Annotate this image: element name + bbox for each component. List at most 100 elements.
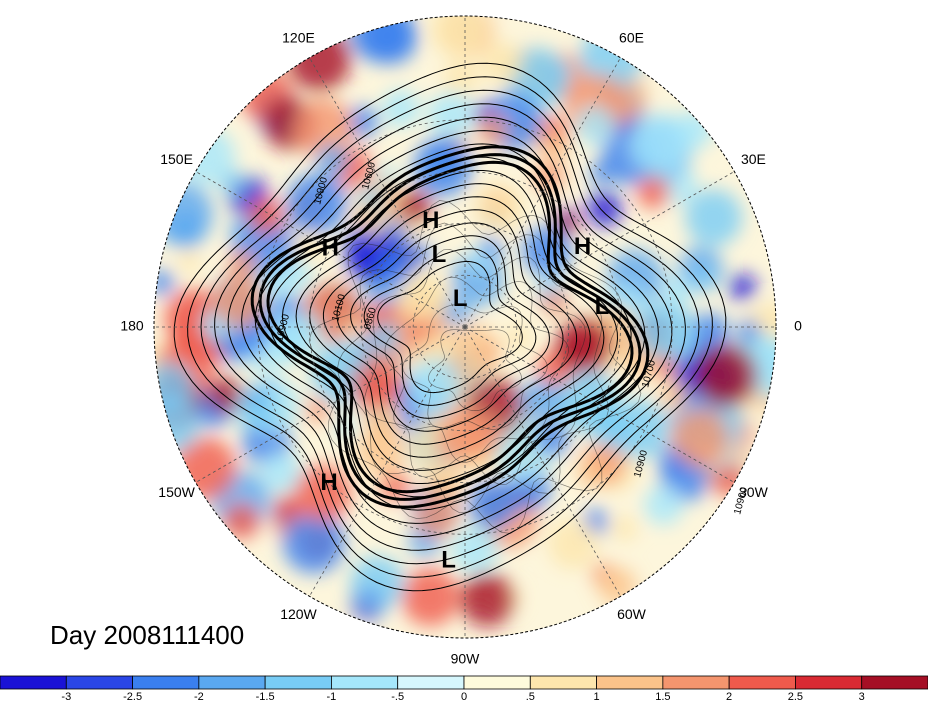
coastline (428, 329, 522, 411)
anomaly-blob (694, 344, 758, 407)
anomaly-blob (661, 275, 693, 306)
colorbar: -3 -2.5 -2 -1.5 -1 -.5 0 .5 1 1.5 2 2.5 3 (0, 675, 928, 702)
anomaly-blob (577, 458, 606, 487)
coastline (384, 276, 569, 464)
colorbar-tick-label: 0 (461, 691, 467, 702)
anomaly-blob (220, 170, 245, 196)
latitude-circle (412, 274, 518, 380)
colorbar-swatch (463, 675, 531, 690)
longitude-label: 150W (158, 484, 195, 500)
height-contour (214, 103, 686, 551)
anomaly-blob (590, 163, 612, 185)
anomaly-blob (644, 485, 684, 525)
anomaly-blob (282, 510, 346, 574)
anomaly-blob (636, 300, 696, 360)
anomaly-blob (178, 250, 201, 273)
colorbar-swatch (529, 675, 597, 690)
colorbar-swatch (264, 675, 332, 690)
anomaly-blob (352, 204, 376, 228)
anomaly-blob (228, 250, 257, 279)
longitude-label: 120W (280, 606, 317, 622)
anomaly-blob (292, 97, 354, 159)
anomaly-blob (286, 173, 347, 235)
colorbar-tick-label: .5 (526, 691, 535, 702)
high-pressure-label: H (320, 469, 337, 496)
height-contour (309, 196, 591, 458)
map-title: Day 2008111400 (50, 620, 245, 650)
anomaly-blob (659, 380, 688, 410)
colorbar-tick-label: -1 (327, 691, 337, 702)
anomaly-blob (430, 16, 486, 58)
anomaly-blob (671, 408, 730, 467)
anomaly-blob (154, 270, 175, 296)
colorbar-swatch (198, 675, 266, 690)
coastline (308, 200, 642, 534)
meridian-line (309, 57, 466, 328)
anomaly-blob (207, 377, 244, 413)
latitude-circle (309, 171, 621, 483)
longitude-label: 90E (453, 0, 478, 1)
meridian-line (464, 326, 621, 597)
height-contour (336, 222, 564, 432)
anomaly-blob (442, 298, 471, 327)
longitude-label: 30W (739, 484, 769, 500)
anomaly-blob (475, 184, 523, 232)
anomaly-blob (381, 89, 420, 128)
colorbar-swatch (331, 675, 399, 690)
colorbar-swatch (662, 675, 730, 690)
map-boundary (153, 15, 777, 639)
anomaly-blob (631, 113, 692, 174)
anomaly-blob (371, 321, 400, 350)
anomaly-blob (283, 311, 324, 351)
anomaly-blob (245, 386, 266, 408)
colorbar-tick-label: 3 (859, 691, 865, 702)
anomaly-blob (223, 502, 260, 540)
anomaly-blob (611, 515, 638, 541)
low-pressure-label: L (453, 285, 468, 312)
anomaly-blob (401, 568, 460, 626)
anomaly-blob (450, 525, 499, 574)
colorbar-swatch (132, 675, 200, 690)
anomaly-blob (397, 189, 432, 224)
anomaly-blob (154, 182, 214, 246)
anomaly-blob (729, 273, 757, 301)
colorbar-swatch (596, 675, 664, 690)
anomaly-blob (397, 271, 449, 322)
low-pressure-label: L (432, 241, 447, 268)
anomaly-blob (316, 144, 349, 177)
height-contour (254, 143, 646, 511)
meridian-line (309, 326, 466, 597)
anomaly-blob (586, 191, 623, 227)
colorbar-tick-label: -3 (61, 691, 71, 702)
longitude-label: 30E (741, 151, 766, 167)
anomaly-blob (480, 41, 523, 84)
meridian-line (464, 57, 621, 328)
anomaly-blob (636, 176, 670, 209)
colorbar-tick-label: 2 (726, 691, 732, 702)
anomaly-blob (304, 397, 330, 423)
anomaly-blob (294, 464, 351, 522)
anomaly-blob (575, 105, 616, 146)
longitude-label: 120E (282, 29, 315, 45)
meridian-line (195, 171, 466, 328)
anomaly-blob (477, 114, 509, 145)
anomaly-blob (522, 226, 572, 276)
latitude-circle (257, 119, 673, 535)
anomaly-blob (505, 325, 531, 350)
anomaly-blob (685, 189, 742, 246)
high-pressure-label: H (574, 233, 591, 260)
longitude-label: 180 (120, 318, 144, 334)
anomaly-blob (274, 494, 303, 523)
longitude-label: 90W (451, 651, 481, 667)
anomaly-blob (690, 313, 730, 353)
lat-lon-grid (154, 16, 776, 638)
height-contour (350, 235, 550, 419)
anomaly-blob (469, 250, 492, 273)
anomaly-blob (460, 572, 515, 627)
colorbar-tick-label: -2.5 (123, 691, 142, 702)
colorbar-tick-label: 2.5 (788, 691, 803, 702)
anomaly-blob (549, 61, 571, 82)
colorbar-swatch (861, 675, 928, 690)
high-pressure-label: H (422, 207, 439, 234)
longitude-label: 60E (619, 29, 644, 45)
